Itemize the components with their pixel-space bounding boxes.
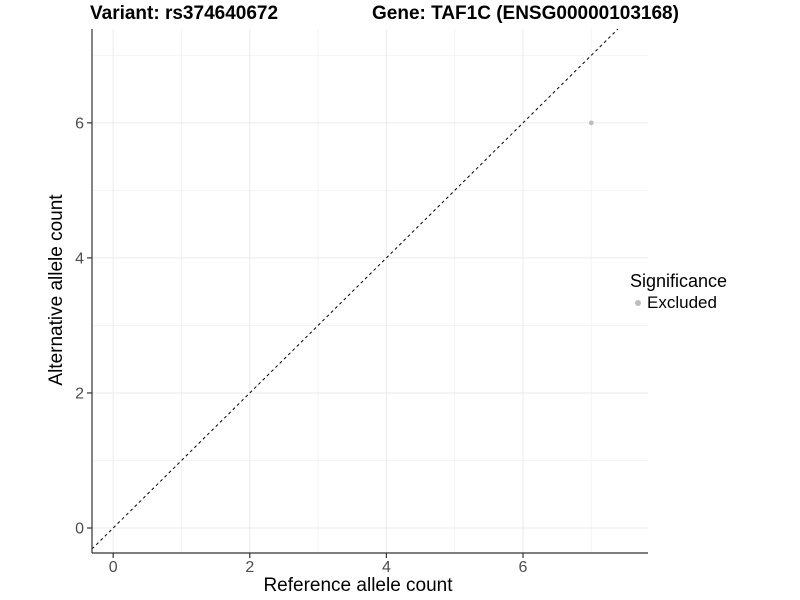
x-tick-label: 2 [245, 559, 254, 576]
y-tick-label: 0 [75, 521, 84, 538]
data-point [588, 120, 594, 126]
plot-title-variant: Variant: rs374640672 [90, 3, 279, 24]
legend: Significance Excluded [630, 271, 727, 313]
x-axis-title: Reference allele count [263, 575, 453, 596]
legend-title: Significance [630, 271, 728, 291]
plot-title-gene: Gene: TAF1C (ENSG00000103168) [372, 3, 679, 24]
identity-dashed-line [91, 28, 619, 550]
legend-item-label: Excluded [647, 293, 717, 312]
x-tick-label: 0 [109, 559, 118, 576]
x-tick-label: 6 [519, 559, 528, 576]
y-axis-title: Alternative allele count [46, 194, 67, 386]
legend-key-dot-icon [635, 300, 641, 306]
y-tick-label: 4 [75, 250, 84, 267]
y-tick-label: 2 [75, 385, 84, 402]
x-tick-label: 4 [382, 559, 391, 576]
legend-item-excluded: Excluded [630, 293, 727, 313]
y-tick-label: 6 [75, 115, 84, 132]
